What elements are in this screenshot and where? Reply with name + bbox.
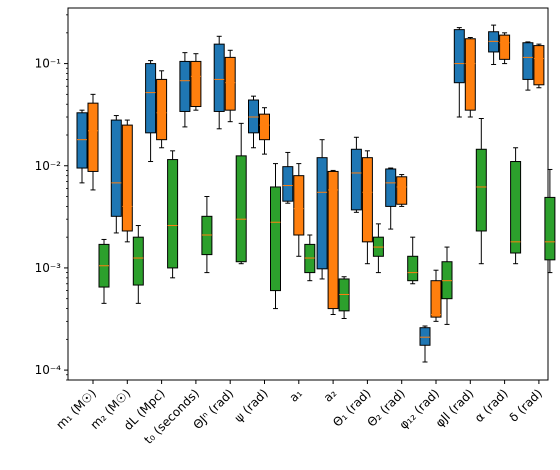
box: [121, 124, 133, 232]
box: [213, 43, 225, 112]
box: [419, 327, 431, 346]
box: [464, 38, 476, 111]
box: [270, 186, 281, 292]
box: [179, 60, 191, 112]
x-category-label: a₂: [321, 386, 340, 405]
box: [361, 157, 373, 243]
box: [145, 63, 157, 134]
box: [385, 168, 397, 207]
x-category-label: a₁: [286, 386, 305, 405]
x-category-label: δ (rad): [507, 386, 545, 424]
box: [110, 119, 122, 217]
box: [167, 159, 179, 269]
box: [499, 34, 511, 60]
y-tick-label: 10⁻²: [35, 159, 62, 173]
box: [132, 236, 144, 286]
box: [453, 29, 465, 84]
box: [533, 45, 545, 86]
box: [235, 155, 247, 263]
x-category-label: ψ (rad): [232, 386, 271, 425]
box: [87, 102, 99, 172]
box: [407, 255, 419, 282]
y-tick-label: 10⁻⁴: [35, 363, 62, 377]
box: [282, 166, 294, 202]
plot-frame: [67, 7, 549, 381]
box: [156, 78, 168, 141]
box: [316, 157, 328, 270]
box: [76, 112, 88, 169]
x-category-label: α (rad): [472, 386, 511, 425]
box: [248, 99, 259, 134]
box: [510, 161, 522, 254]
y-tick-label: 10⁻¹: [35, 57, 62, 71]
box: [293, 175, 305, 236]
box: [350, 148, 362, 211]
box: [475, 148, 487, 232]
box: [327, 170, 339, 310]
box: [396, 176, 408, 205]
box: [522, 42, 534, 80]
box: [430, 280, 442, 318]
y-tick-label: 10⁻³: [35, 261, 62, 275]
box: [259, 113, 270, 141]
box: [190, 60, 202, 108]
box: [544, 196, 556, 261]
box: [224, 56, 236, 111]
x-category-label: φJl (rad): [433, 386, 477, 430]
